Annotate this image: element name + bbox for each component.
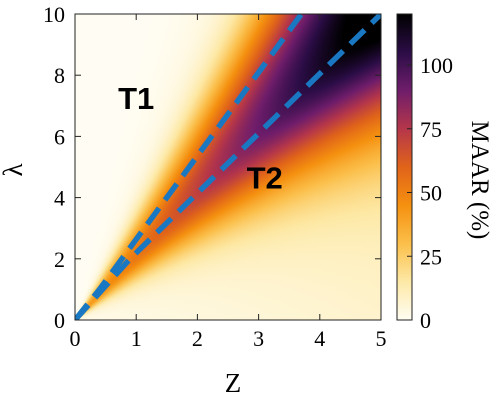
y-tick-label: 10: [43, 2, 65, 27]
annotation-t2: T2: [247, 160, 283, 195]
y-tick-label: 8: [54, 63, 65, 88]
boundary-line-2: [75, 14, 381, 320]
colorbar-tick-label: 100: [420, 53, 453, 78]
x-tick-label: 5: [376, 326, 387, 351]
colorbar: [396, 13, 413, 321]
y-axis-ticks: 0 2 4 6 8 10: [43, 2, 381, 333]
x-tick-label: 4: [314, 326, 325, 351]
colorbar-tick-label: 25: [420, 244, 442, 269]
boundary-lines: [75, 14, 381, 320]
x-tick-label: 3: [253, 326, 264, 351]
x-tick-label: 2: [192, 326, 203, 351]
y-tick-label: 6: [54, 124, 65, 149]
heatmap-area: [75, 14, 381, 320]
y-axis-label: λ: [0, 163, 28, 176]
y-tick-label: 4: [54, 186, 65, 211]
colorbar-ticks: 0 25 50 75 100: [407, 53, 453, 333]
x-tick-label: 1: [131, 326, 142, 351]
x-tick-label: 0: [70, 326, 81, 351]
colorbar-tick-label: 50: [420, 181, 442, 206]
annotation-t1: T1: [118, 81, 154, 116]
region-annotations: T1 T2: [118, 81, 283, 196]
y-tick-label: 0: [54, 308, 65, 333]
colorbar-tick-label: 75: [420, 117, 442, 142]
y-tick-label: 2: [54, 247, 65, 272]
x-axis-label: Z: [225, 368, 242, 398]
plot-frame: [74, 13, 382, 321]
colorbar-tick-label: 0: [420, 308, 431, 333]
x-axis-ticks: 0 1 2 3 4 5: [70, 14, 387, 351]
colorbar-label: MAAR (%): [466, 121, 493, 240]
